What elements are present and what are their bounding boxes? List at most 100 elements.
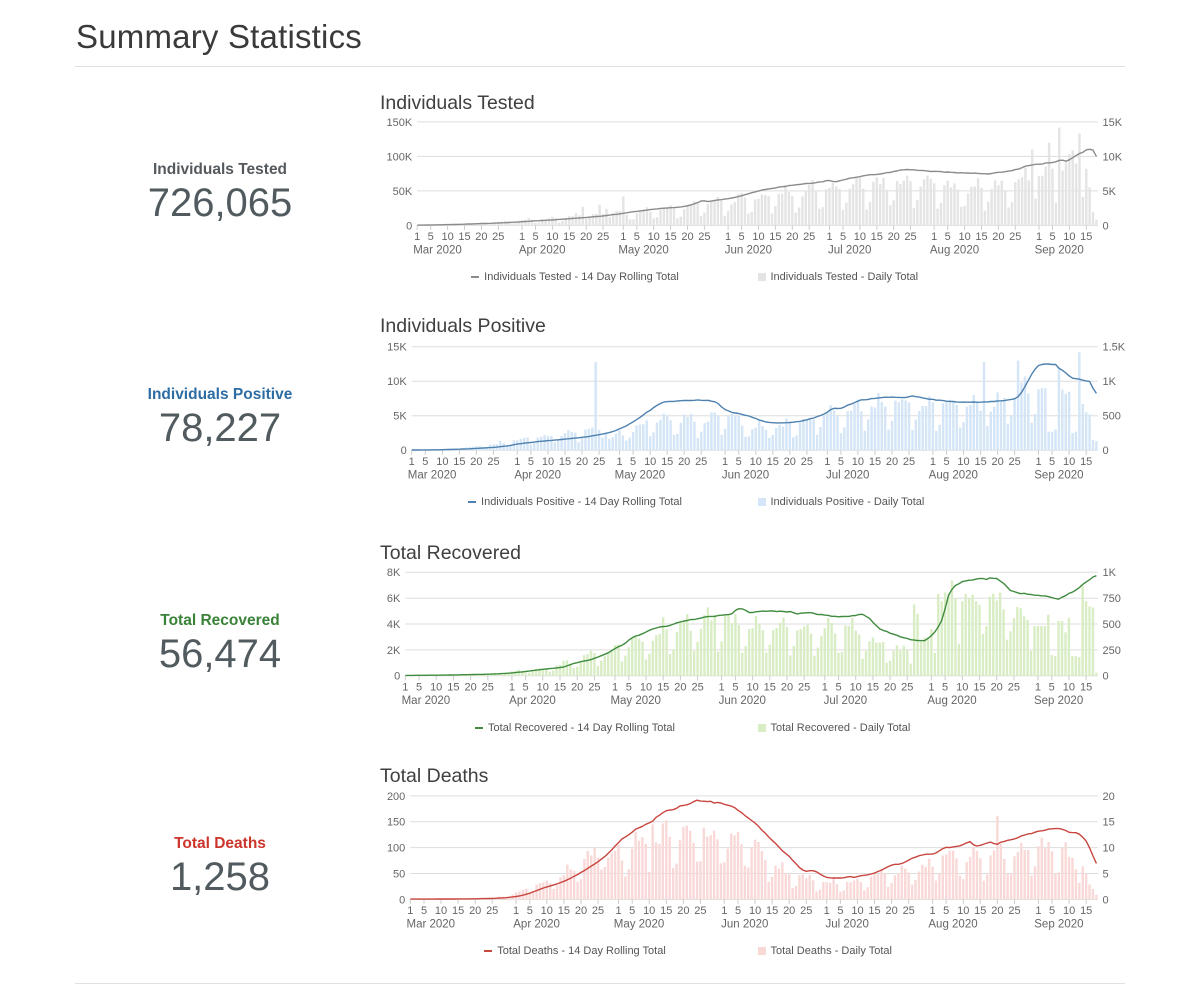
svg-text:10: 10 [957,456,969,468]
svg-text:15: 15 [657,682,669,694]
svg-text:15K: 15K [387,342,407,354]
svg-text:20: 20 [674,682,686,694]
svg-text:500: 500 [1103,619,1121,631]
svg-text:1: 1 [824,456,830,468]
svg-text:Jun 2020: Jun 2020 [725,245,772,257]
svg-text:1: 1 [1036,231,1042,243]
svg-text:1: 1 [519,231,525,243]
svg-text:Mar 2020: Mar 2020 [408,470,457,482]
svg-text:10: 10 [542,456,554,468]
svg-text:5: 5 [943,905,949,917]
svg-text:20: 20 [575,905,587,917]
svg-text:15: 15 [764,682,776,694]
svg-text:1: 1 [615,905,621,917]
svg-text:20: 20 [885,905,897,917]
svg-text:20: 20 [888,231,900,243]
svg-text:20: 20 [677,905,689,917]
svg-text:15: 15 [452,905,464,917]
svg-text:10: 10 [1063,682,1075,694]
svg-text:20: 20 [781,682,793,694]
svg-text:15: 15 [974,905,986,917]
svg-text:5K: 5K [393,411,407,423]
svg-text:Aug 2020: Aug 2020 [928,919,977,931]
svg-text:Apr 2020: Apr 2020 [514,470,561,482]
svg-text:5: 5 [736,456,742,468]
svg-text:5: 5 [532,231,538,243]
svg-text:15: 15 [661,456,673,468]
svg-text:25: 25 [592,905,604,917]
svg-text:0: 0 [401,445,407,457]
svg-text:15: 15 [563,231,575,243]
svg-text:25: 25 [487,456,499,468]
svg-text:5: 5 [835,682,841,694]
svg-text:10K: 10K [1103,151,1123,163]
svg-text:20: 20 [884,682,896,694]
svg-text:0: 0 [1103,671,1109,683]
svg-text:Jun 2020: Jun 2020 [721,919,768,931]
svg-text:15: 15 [974,456,986,468]
svg-text:5: 5 [1049,905,1055,917]
svg-text:10: 10 [648,231,660,243]
svg-text:25: 25 [482,682,494,694]
svg-text:10: 10 [749,905,761,917]
svg-text:10: 10 [850,682,862,694]
svg-text:25: 25 [903,456,915,468]
svg-text:5: 5 [732,682,738,694]
svg-text:15: 15 [558,905,570,917]
svg-text:Jul 2020: Jul 2020 [825,919,868,931]
svg-text:15: 15 [869,456,881,468]
svg-text:0: 0 [1103,894,1109,906]
svg-text:20: 20 [886,456,898,468]
svg-text:2K: 2K [387,645,401,657]
svg-text:15: 15 [975,231,987,243]
svg-text:10: 10 [851,905,863,917]
svg-text:10: 10 [640,682,652,694]
svg-text:5: 5 [1049,231,1055,243]
svg-text:50K: 50K [393,186,413,198]
svg-text:20: 20 [580,231,592,243]
svg-text:20: 20 [576,456,588,468]
svg-text:5: 5 [422,456,428,468]
svg-text:1: 1 [409,456,415,468]
svg-text:1: 1 [721,905,727,917]
svg-text:10: 10 [430,682,442,694]
svg-text:10: 10 [854,231,866,243]
svg-text:20: 20 [469,905,481,917]
svg-text:Jun 2020: Jun 2020 [722,470,769,482]
svg-text:5: 5 [840,231,846,243]
svg-text:15: 15 [554,682,566,694]
svg-text:Sep 2020: Sep 2020 [1034,470,1083,482]
svg-text:25: 25 [486,905,498,917]
svg-text:25: 25 [800,905,812,917]
svg-text:0: 0 [1103,220,1109,232]
svg-text:10: 10 [957,905,969,917]
svg-text:10: 10 [852,456,864,468]
svg-text:20: 20 [681,231,693,243]
svg-text:Mar 2020: Mar 2020 [413,245,462,257]
svg-text:10K: 10K [387,376,407,388]
svg-text:25: 25 [1009,231,1021,243]
svg-text:Jun 2020: Jun 2020 [719,695,766,707]
svg-text:500: 500 [1103,411,1121,423]
svg-text:1: 1 [719,682,725,694]
svg-text:Aug 2020: Aug 2020 [927,695,976,707]
svg-text:150K: 150K [386,117,412,129]
svg-text:Apr 2020: Apr 2020 [513,919,560,931]
svg-text:25: 25 [588,682,600,694]
svg-text:20: 20 [470,456,482,468]
svg-text:15: 15 [868,905,880,917]
svg-text:1: 1 [1035,456,1041,468]
svg-text:15: 15 [559,456,571,468]
svg-text:15: 15 [766,905,778,917]
svg-text:25: 25 [803,231,815,243]
svg-text:20: 20 [991,456,1003,468]
svg-text:1: 1 [616,456,622,468]
svg-text:1: 1 [402,682,408,694]
svg-text:10: 10 [441,231,453,243]
svg-text:15: 15 [453,456,465,468]
svg-text:Apr 2020: Apr 2020 [509,695,556,707]
svg-text:0: 0 [1103,445,1109,457]
svg-text:750: 750 [1103,593,1121,605]
svg-text:25: 25 [694,905,706,917]
svg-text:4K: 4K [387,619,401,631]
